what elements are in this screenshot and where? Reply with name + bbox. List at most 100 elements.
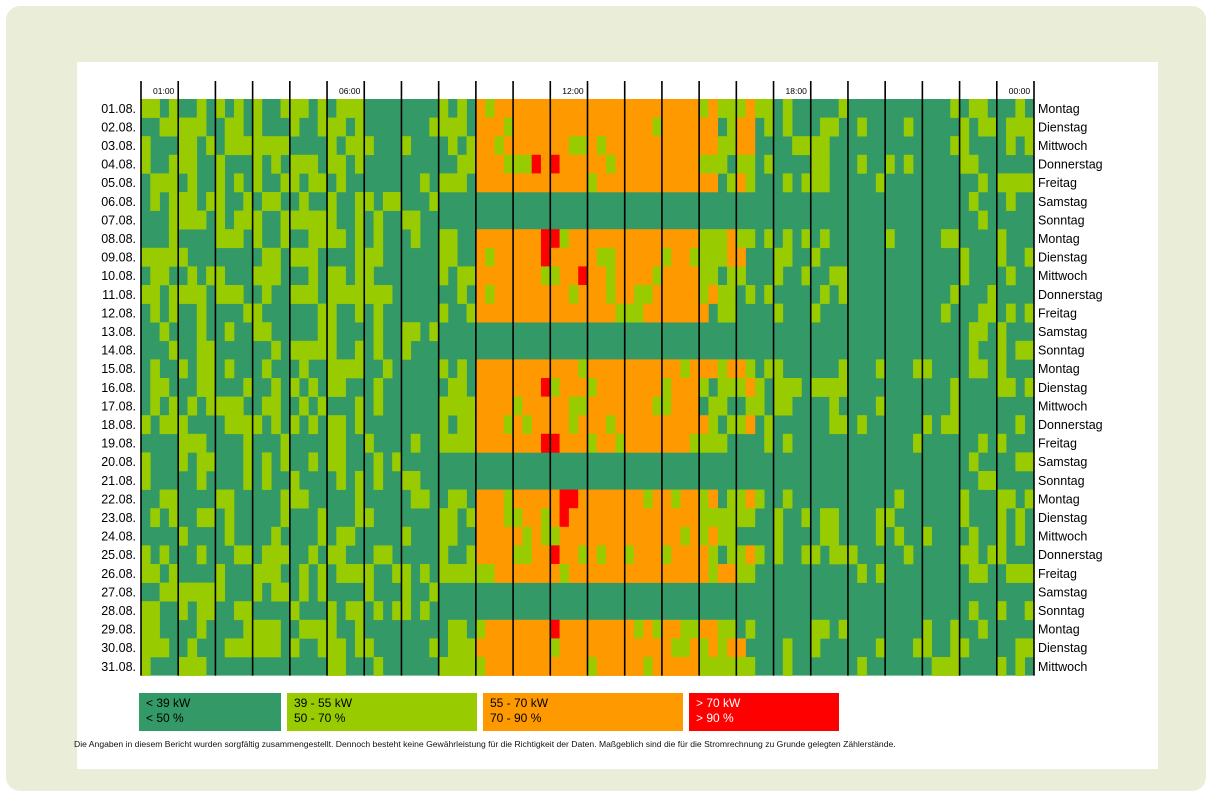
heatmap-cell	[550, 396, 560, 416]
heatmap-cell	[280, 136, 291, 156]
heatmap-cell	[503, 99, 514, 118]
heatmap-cell	[615, 619, 626, 639]
heatmap-cell	[187, 433, 198, 453]
heatmap-cell	[522, 303, 532, 323]
row-date-label: 31.08.	[101, 660, 136, 674]
heatmap-cell	[634, 136, 644, 156]
heatmap-cell	[299, 340, 309, 360]
heatmap-cell	[689, 657, 700, 676]
heatmap-cell	[643, 154, 653, 174]
heatmap-cell	[634, 117, 644, 137]
heatmap-cell	[829, 526, 839, 546]
heatmap-cell	[568, 229, 579, 249]
heatmap-cell	[243, 638, 253, 658]
heatmap-cell	[587, 415, 598, 435]
heatmap-cell	[475, 99, 486, 118]
heatmap-cell	[568, 247, 579, 267]
heatmap-cell	[540, 247, 551, 267]
heatmap-cell	[457, 359, 467, 379]
heatmap-cell	[782, 396, 793, 416]
heatmap-cell	[754, 99, 765, 118]
heatmap-cell	[196, 210, 207, 230]
heatmap-cell	[196, 619, 207, 639]
row-date-label: 28.08.	[101, 604, 136, 618]
heatmap-cell	[141, 471, 151, 490]
heatmap-cell	[578, 99, 588, 118]
row-day-label: Samstag	[1038, 585, 1087, 599]
heatmap-cell	[606, 564, 616, 583]
heatmap-cell	[587, 526, 598, 546]
heatmap-cell	[838, 545, 849, 565]
heatmap-cell	[1006, 266, 1016, 286]
heatmap-cell	[373, 471, 384, 490]
heatmap-cell	[271, 619, 281, 639]
heatmap-cell	[494, 117, 505, 137]
heatmap-cell	[578, 285, 588, 304]
heatmap-cell	[596, 266, 607, 286]
heatmap-cell	[215, 210, 226, 230]
heatmap-cell	[559, 99, 570, 118]
heatmap-cell	[634, 229, 644, 249]
heatmap-cell	[578, 154, 588, 174]
heatmap-cell	[168, 489, 179, 509]
heatmap-cell	[550, 378, 560, 397]
heatmap-cell	[699, 433, 709, 453]
row-day-label: Montag	[1038, 102, 1080, 116]
heatmap-cell	[261, 452, 272, 472]
heatmap-cell	[485, 433, 495, 453]
heatmap-cell	[280, 489, 291, 509]
heatmap-cell	[261, 266, 272, 286]
heatmap-cell	[243, 303, 253, 323]
heatmap-cell	[578, 266, 588, 286]
heatmap-cell	[568, 396, 579, 416]
row-date-label: 08.08.	[101, 232, 136, 246]
row-date-label: 20.08.	[101, 455, 136, 469]
heatmap-cell	[996, 173, 1007, 193]
heatmap-cell	[568, 433, 579, 453]
heatmap-cell	[717, 285, 728, 304]
heatmap-cell	[708, 396, 719, 416]
heatmap-cell	[875, 526, 886, 546]
heatmap-cell	[959, 545, 970, 565]
heatmap-cell	[643, 136, 653, 156]
heatmap-cell	[606, 545, 616, 565]
heatmap-cell	[587, 285, 598, 304]
row-day-label: Dienstag	[1038, 641, 1087, 655]
heatmap-cell	[141, 564, 151, 583]
heatmap-cell	[271, 415, 281, 435]
heatmap-cell	[540, 359, 551, 379]
heatmap-cell	[792, 136, 802, 156]
heatmap-cell	[475, 619, 486, 639]
heatmap-cell	[689, 396, 700, 416]
heatmap-cell	[736, 173, 746, 193]
heatmap-cell	[894, 526, 905, 546]
heatmap-cell	[624, 508, 635, 528]
heatmap-cell	[689, 99, 700, 118]
heatmap-cell	[764, 285, 774, 304]
heatmap-cell	[513, 378, 523, 397]
heatmap-cell	[364, 433, 374, 453]
heatmap-cell	[596, 285, 607, 304]
heatmap-cell	[531, 638, 542, 658]
heatmap-cell	[634, 619, 644, 639]
heatmap-cell	[410, 433, 421, 453]
heatmap-cell	[354, 247, 365, 267]
heatmap-cell	[550, 285, 560, 304]
heatmap-cell	[522, 99, 532, 118]
heatmap-cell	[699, 303, 709, 323]
heatmap-cell	[429, 322, 439, 342]
heatmap-cell	[606, 99, 616, 118]
heatmap-cell	[764, 433, 774, 453]
heatmap-cell	[606, 229, 616, 249]
heatmap-cell	[503, 657, 514, 676]
heatmap-cell	[996, 508, 1007, 528]
heatmap-cell	[689, 266, 700, 286]
heatmap-cell	[196, 471, 207, 490]
heatmap-cell	[634, 285, 644, 304]
heatmap-cell	[299, 564, 309, 583]
heatmap-cell	[308, 619, 319, 639]
heatmap-cell	[289, 285, 300, 304]
heatmap-cell	[215, 229, 226, 249]
heatmap-cell	[178, 601, 188, 621]
heatmap-cell	[661, 303, 672, 323]
